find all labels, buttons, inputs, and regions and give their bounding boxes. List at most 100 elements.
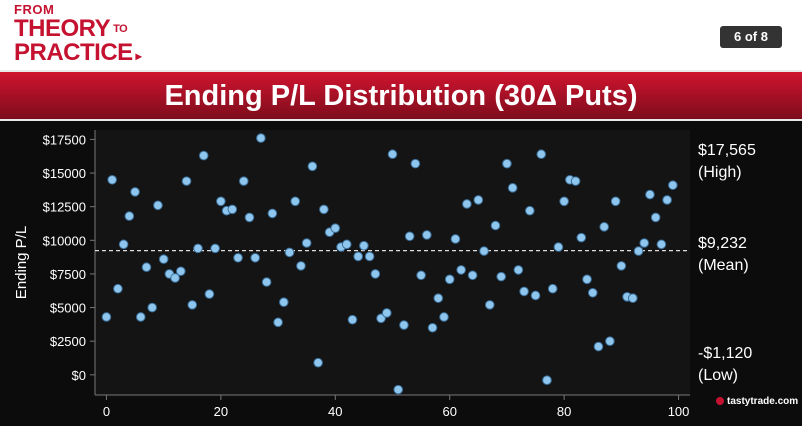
- data-point: [553, 242, 564, 252]
- data-point: [364, 251, 375, 262]
- data-point: [124, 211, 135, 221]
- data-point: [656, 239, 667, 250]
- x-tick-label: 20: [214, 404, 228, 419]
- data-point: [427, 322, 438, 333]
- data-point: [278, 297, 289, 307]
- low-annotation: -$1,120 (Low): [698, 343, 752, 387]
- data-point: [462, 199, 472, 209]
- data-point: [433, 293, 444, 303]
- data-point: [616, 261, 627, 271]
- y-tick-label: $0: [72, 368, 86, 383]
- data-point: [290, 196, 301, 207]
- scatter-chart: Ending P/L $0 $2500 $5000 $7500 $10000 $12500…: [13, 130, 690, 419]
- data-point: [181, 176, 192, 186]
- data-point: [547, 283, 558, 294]
- data-point: [238, 176, 249, 186]
- data-point: [158, 254, 169, 264]
- data-point: [456, 265, 466, 275]
- x-tick-label: 60: [442, 404, 456, 419]
- data-point: [582, 274, 592, 285]
- mean-value: $9,232: [698, 235, 747, 252]
- data-point: [256, 133, 266, 143]
- data-point: [113, 283, 123, 294]
- data-point: [250, 252, 260, 263]
- data-point: [627, 293, 638, 303]
- data-point: [576, 232, 587, 243]
- data-point: [479, 246, 489, 256]
- data-point: [301, 238, 312, 248]
- data-point: [502, 158, 512, 169]
- data-point: [393, 384, 404, 395]
- data-point: [599, 222, 609, 232]
- data-point: [422, 230, 432, 240]
- data-point: [244, 212, 255, 223]
- data-point: [530, 290, 541, 301]
- data-point: [645, 189, 655, 200]
- data-point: [633, 246, 644, 256]
- data-point: [490, 220, 501, 231]
- data-point: [284, 247, 295, 258]
- brand-text: tastytrade.com: [727, 396, 799, 407]
- data-point: [216, 196, 226, 207]
- high-label: (High): [698, 164, 742, 181]
- logo-word-theory: THEORY: [14, 15, 111, 42]
- header-bar: FROM THEORY TO PRACTICE ▸ 6 of 8: [0, 0, 802, 70]
- data-point: [519, 286, 529, 297]
- low-value: -$1,120: [698, 345, 753, 362]
- data-point: [210, 243, 220, 254]
- low-label: (Low): [698, 367, 739, 384]
- data-point: [484, 300, 495, 310]
- data-point: [439, 312, 449, 322]
- data-point: [542, 375, 552, 386]
- data-point: [341, 239, 352, 250]
- high-value: $17,565: [698, 142, 756, 159]
- data-point: [130, 187, 140, 197]
- data-point: [570, 176, 581, 186]
- data-point: [410, 158, 421, 169]
- data-point: [198, 150, 209, 161]
- x-tick-label: 40: [328, 404, 342, 419]
- data-point: [307, 161, 318, 172]
- data-point: [319, 204, 329, 215]
- data-point: [147, 302, 158, 313]
- logo-line-practice: PRACTICE ▸: [14, 39, 142, 68]
- data-point: [387, 149, 398, 160]
- y-axis-label: Ending P/L: [13, 226, 30, 299]
- y-tick-label: $17500: [43, 132, 86, 147]
- slide-counter-badge: 6 of 8: [720, 26, 782, 48]
- high-annotation: $17,565 (High): [698, 140, 756, 184]
- logo-word-practice: PRACTICE: [14, 39, 133, 66]
- data-point: [347, 314, 358, 325]
- data-point: [135, 312, 146, 322]
- logo-line-theory: THEORY TO: [14, 17, 141, 41]
- data-point: [450, 234, 461, 244]
- logo-word-to: TO: [113, 23, 128, 35]
- brand-watermark: tastytrade.com: [716, 396, 798, 407]
- data-point: [416, 270, 426, 281]
- data-point: [593, 341, 604, 352]
- data-point: [404, 231, 415, 242]
- data-point: [296, 261, 306, 271]
- data-point: [187, 300, 198, 310]
- data-point: [662, 195, 672, 205]
- data-point: [381, 308, 392, 318]
- y-tick-label: $2500: [50, 334, 86, 349]
- data-point: [227, 204, 238, 215]
- data-point: [107, 174, 117, 185]
- data-point: [141, 262, 152, 273]
- data-point: [610, 196, 621, 207]
- data-point: [605, 336, 615, 346]
- mean-annotation: $9,232 (Mean): [698, 233, 749, 277]
- brand-dot-icon: [716, 397, 724, 406]
- logo-line-from: FROM: [14, 2, 55, 17]
- data-point: [204, 289, 215, 299]
- slide-title: Ending P/L Distribution (30Δ Puts): [164, 80, 638, 112]
- data-point: [330, 223, 341, 233]
- data-point: [359, 240, 369, 251]
- data-point: [513, 265, 524, 275]
- mean-label: (Mean): [698, 257, 749, 274]
- show-logo: FROM THEORY TO PRACTICE ▸: [14, 2, 142, 68]
- data-point: [273, 317, 283, 328]
- data-point: [267, 208, 278, 219]
- data-point: [118, 239, 129, 250]
